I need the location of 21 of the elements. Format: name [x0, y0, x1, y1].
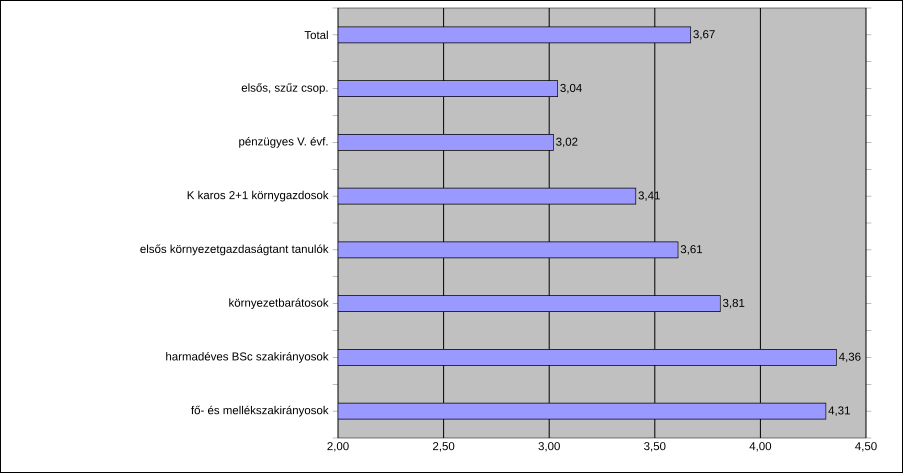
y-tick-label: harmadéves BSc szakirányosok: [166, 352, 329, 363]
data-label: 3,67: [693, 30, 715, 40]
x-tick-label: 3,50: [644, 442, 666, 452]
data-label: 3,02: [556, 138, 578, 148]
y-tick-label: elsős környezetgazdaságtant tanulók: [140, 244, 329, 256]
data-label: 3,81: [722, 298, 744, 308]
data-label: 4,31: [828, 406, 850, 416]
y-tick-label: környezetbarátosok: [229, 298, 329, 310]
x-tick-label: 2,00: [327, 442, 349, 452]
data-label: 3,61: [680, 245, 702, 255]
data-label: 4,36: [838, 352, 861, 362]
y-tick-label: elsős, szűz csop.: [242, 83, 328, 94]
y-tick-label: Total: [304, 30, 328, 40]
x-tick-label: 4,00: [750, 442, 772, 452]
y-tick-label: K karos 2+1 környgazdosok: [188, 190, 329, 202]
y-tick-label: pénzügyes V. évf.: [239, 136, 328, 148]
x-tick-label: 2,50: [433, 442, 454, 452]
x-tick-label: 3,00: [538, 442, 560, 452]
y-tick-label: fő- és mellékszakirányosok: [191, 406, 329, 417]
data-label: 3,04: [560, 84, 582, 94]
x-tick-label: 4,50: [855, 442, 877, 452]
